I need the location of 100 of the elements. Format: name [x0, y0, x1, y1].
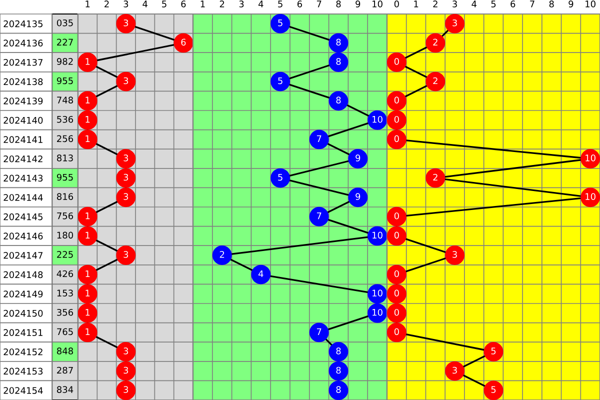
- category-label: 225: [57, 251, 73, 258]
- data-label: 1: [86, 290, 90, 296]
- point: [445, 14, 464, 34]
- y-tick-label: 2024141: [4, 136, 42, 144]
- y-tick-label: 2024150: [4, 310, 43, 317]
- data-label: 0: [394, 58, 399, 65]
- data-label: 10: [372, 232, 382, 239]
- x-tick-label: 6: [297, 0, 302, 8]
- category-label: 982: [56, 58, 73, 65]
- data-label: 3: [124, 19, 128, 26]
- data-label: 0: [394, 290, 399, 296]
- y-tick-label: 2024136: [4, 40, 43, 47]
- data-label: 8: [336, 38, 341, 46]
- x-tick-label: 6: [181, 0, 186, 8]
- x-tick-label: 2: [220, 0, 224, 8]
- data-label: 5: [491, 386, 496, 393]
- point: [309, 322, 329, 342]
- point: [426, 168, 446, 188]
- point: [212, 246, 232, 265]
- x-tick-label: 7: [316, 0, 322, 8]
- point: [387, 91, 406, 111]
- data-label: 3: [124, 348, 128, 354]
- point: [328, 342, 348, 362]
- point: [270, 14, 290, 34]
- category-label: 426: [56, 270, 74, 278]
- data-label: 8: [336, 348, 341, 354]
- data-label: 1: [86, 96, 90, 104]
- data-label: 4: [258, 270, 264, 278]
- point: [328, 33, 348, 53]
- x-tick-label: 1: [86, 0, 90, 8]
- data-label: 10: [372, 116, 382, 123]
- data-label: 1: [86, 116, 90, 123]
- data-label: 0: [394, 212, 399, 220]
- category-label: 536: [57, 116, 74, 123]
- category-label: 834: [56, 386, 74, 393]
- y-tick-label: 2024153: [4, 368, 43, 375]
- data-label: 3: [124, 386, 128, 393]
- data-label: 0: [394, 270, 399, 278]
- data-label: 0: [394, 96, 399, 104]
- data-label: 2: [433, 174, 438, 181]
- category-label: 765: [57, 328, 73, 336]
- data-label: 5: [278, 20, 282, 26]
- category-label: 813: [56, 154, 73, 162]
- data-label: 3: [452, 251, 457, 258]
- data-label: 0: [394, 232, 399, 239]
- x-tick-label: 4: [142, 0, 148, 8]
- point: [309, 206, 329, 226]
- y-tick-label: 2024152: [4, 348, 42, 356]
- data-label: 3: [124, 366, 128, 374]
- category-label: 955: [56, 174, 73, 181]
- point: [387, 130, 406, 150]
- point: [484, 380, 504, 400]
- y-tick-label: 2024151: [4, 329, 42, 336]
- point: [387, 110, 406, 130]
- category-label: 816: [56, 193, 74, 200]
- data-label: 8: [336, 366, 341, 374]
- y-tick-label: 2024138: [4, 78, 43, 86]
- x-tick-label: 5: [162, 0, 166, 8]
- point: [484, 342, 504, 362]
- data-label: 9: [356, 193, 360, 200]
- data-label: 7: [316, 328, 322, 335]
- data-label: 10: [586, 193, 596, 200]
- x-tick-label: 7: [530, 0, 534, 8]
- x-tick-label: 9: [356, 0, 360, 8]
- data-label: 2: [220, 251, 224, 258]
- data-label: 0: [394, 328, 399, 336]
- data-label: 8: [336, 96, 341, 104]
- point: [426, 72, 446, 92]
- category-label: 756: [57, 212, 74, 220]
- y-tick-label: 2024135: [4, 20, 42, 28]
- point: [387, 322, 406, 342]
- point: [328, 380, 348, 400]
- data-label: 5: [278, 174, 282, 181]
- y-tick-label: 2024142: [4, 155, 42, 162]
- x-tick-label: 8: [336, 0, 341, 8]
- category-label: 180: [57, 232, 74, 239]
- point: [387, 264, 406, 284]
- x-tick-label: 1: [414, 0, 418, 8]
- y-tick-label: 2024140: [4, 116, 43, 124]
- data-label: 5: [491, 348, 496, 354]
- x-tick-label: 3: [239, 0, 244, 8]
- point: [328, 52, 348, 72]
- data-label: 9: [356, 154, 360, 162]
- data-label: 3: [452, 19, 457, 26]
- point: [445, 246, 464, 265]
- data-label: 8: [336, 386, 341, 393]
- category-label: 035: [56, 19, 73, 26]
- x-tick-label: 0: [394, 0, 399, 8]
- y-tick-label: 2024139: [4, 98, 43, 104]
- x-tick-label: 1: [200, 0, 205, 8]
- data-label: 0: [394, 135, 399, 142]
- data-label: 8: [336, 58, 341, 65]
- data-label: 1: [86, 58, 90, 65]
- point: [270, 72, 290, 92]
- data-label: 3: [452, 366, 457, 374]
- point: [387, 303, 406, 323]
- y-tick-label: 2024137: [4, 58, 43, 66]
- data-label: 1: [86, 328, 90, 335]
- category-label: 287: [57, 366, 73, 374]
- data-label: 3: [124, 174, 128, 181]
